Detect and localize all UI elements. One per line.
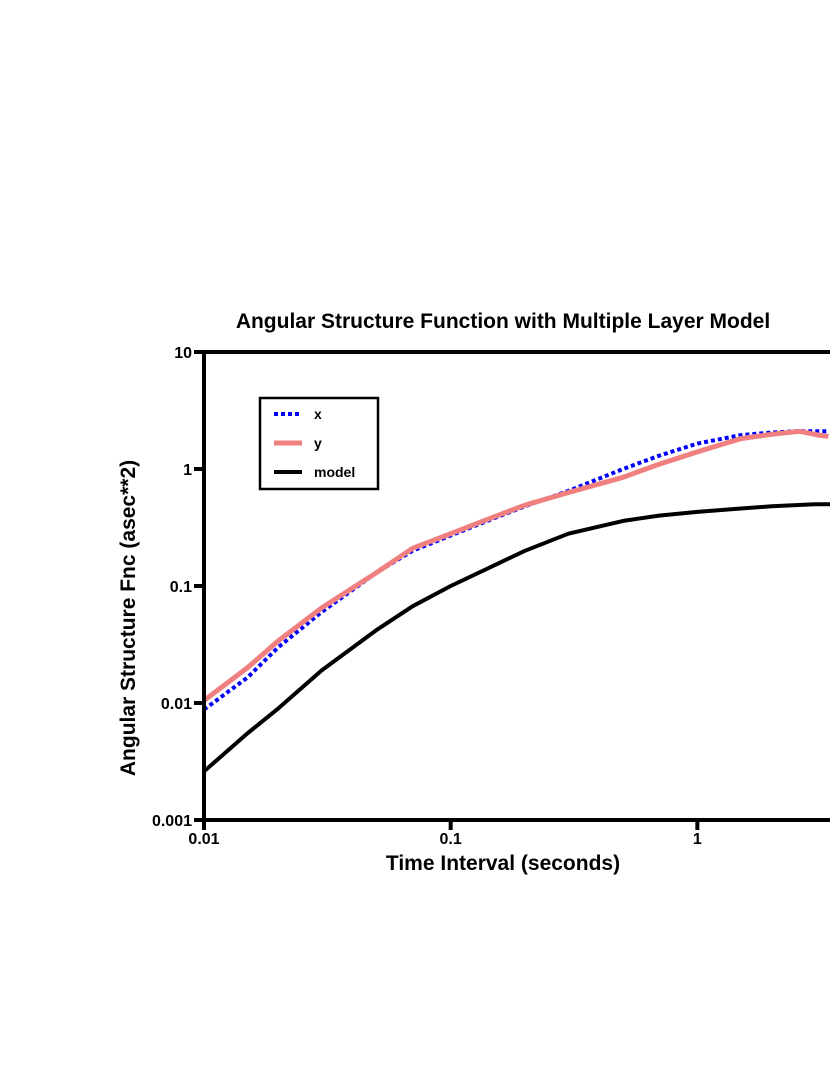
legend-label-model: model bbox=[314, 464, 355, 480]
x-tick-label: 1 bbox=[693, 831, 702, 848]
x-tick-label: 0.01 bbox=[188, 831, 219, 848]
y-axis-label: Angular Structure Fnc (asec**2) bbox=[117, 460, 140, 776]
series-line-y bbox=[204, 428, 829, 703]
series-line-x bbox=[204, 429, 829, 712]
legend: xy model bbox=[258, 396, 380, 491]
legend-label-y: y bbox=[314, 435, 322, 451]
y-tick-label: 10 bbox=[174, 345, 192, 362]
series-line-model bbox=[204, 502, 830, 773]
x-tick-label: 0.1 bbox=[440, 831, 462, 848]
y-tick-label: 0.01 bbox=[161, 696, 192, 713]
y-tick-label: 0.001 bbox=[152, 813, 192, 830]
chart-title: Angular Structure Function with Multiple… bbox=[236, 310, 770, 333]
y-tick-label: 1 bbox=[183, 462, 192, 479]
y-tick-label: 0.1 bbox=[170, 579, 192, 596]
x-axis-label: Time Interval (seconds) bbox=[386, 852, 620, 875]
legend-label-x: x bbox=[314, 406, 322, 422]
